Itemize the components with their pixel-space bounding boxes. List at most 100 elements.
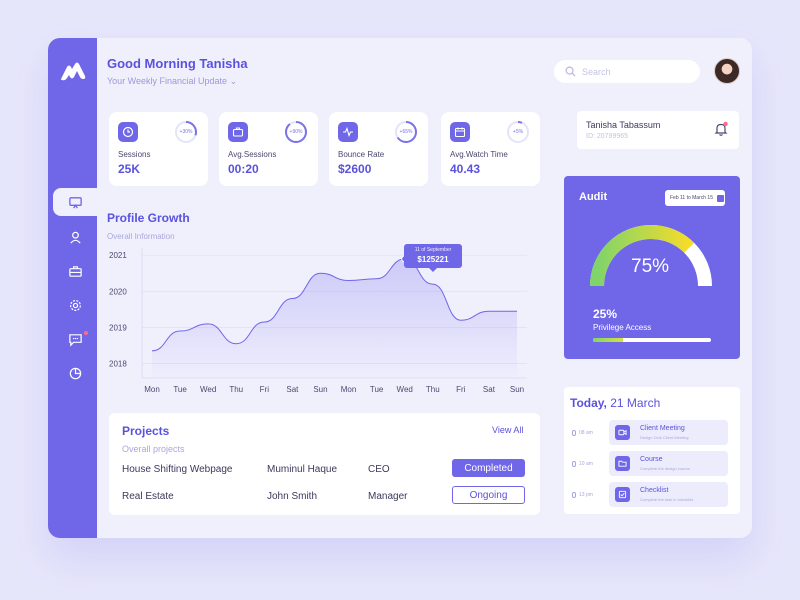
dashboard-window: Good Morning Tanisha Your Weekly Financi… [48, 38, 752, 538]
status-badge-ongoing[interactable]: Ongoing [452, 486, 525, 504]
stat-value: 00:20 [228, 162, 259, 176]
stat-label: Bounce Rate [338, 150, 385, 159]
sidebar-item-profile[interactable] [53, 223, 97, 251]
privilege-progress-bar [593, 338, 711, 342]
x-tick-label: Sat [483, 385, 496, 394]
project-name[interactable]: House Shifting Webpage [122, 464, 233, 475]
profile-growth-title: Profile Growth [107, 211, 190, 225]
calendar-icon [450, 122, 470, 142]
stat-card-bounce-rate[interactable]: +65% Bounce Rate $2600 [329, 112, 428, 186]
project-person: Muminul Haque [267, 464, 338, 475]
audit-gauge [590, 225, 712, 287]
stat-value: 25K [118, 162, 141, 176]
privilege-value: 25% [593, 307, 618, 321]
status-badge-completed[interactable]: Completed [452, 459, 525, 477]
y-tick-label: 2019 [109, 323, 127, 332]
user-id: ID: 20789965 [586, 133, 629, 140]
event-time: 13 pm [572, 492, 593, 498]
tooltip-value: $125221 [417, 255, 449, 264]
checklist-icon [615, 487, 630, 502]
sidebar-item-briefcase[interactable] [53, 257, 97, 285]
chart-series-line [151, 258, 517, 352]
stat-label: Sessions [118, 150, 151, 159]
projects-card: Projects Overall projects View All House… [109, 413, 540, 515]
sidebar-item-settings[interactable] [53, 291, 97, 319]
chart-tooltip: 11 of September $125221 [404, 244, 462, 272]
weekly-update-dropdown[interactable]: Your Weekly Financial Update ⌄ [107, 76, 238, 86]
x-tick-label: Mon [341, 385, 357, 394]
privilege-label: Privilege Access [593, 323, 652, 332]
event-item[interactable]: Client Meeting Design Club Client Meetin… [609, 420, 728, 445]
stat-card-sessions[interactable]: +30% Sessions 25K [109, 112, 208, 186]
gauge-value: 75% [631, 256, 670, 277]
project-role: Manager [368, 491, 408, 502]
stat-value: $2600 [338, 162, 372, 176]
x-tick-label: Sun [510, 385, 524, 394]
pie-chart-icon [69, 367, 81, 379]
bell-icon[interactable] [713, 121, 729, 137]
sidebar-item-reports[interactable] [53, 359, 97, 387]
search-bar[interactable]: Search [554, 60, 700, 83]
audit-card: Audit Feb 11 to March 15 75% 25% Privile… [564, 176, 740, 359]
briefcase-icon [68, 265, 82, 277]
date-range-label: Feb 11 to March 15 [670, 195, 713, 201]
x-tick-label: Fri [456, 385, 466, 394]
event-subtitle: Complete the task in checklist [640, 497, 693, 502]
progress-ring: +90% [284, 120, 308, 144]
video-icon [615, 425, 630, 440]
x-tick-label: Tue [370, 385, 384, 394]
stat-change: +5% [512, 129, 524, 135]
stat-change: +30% [179, 129, 193, 135]
pulse-icon [338, 122, 358, 142]
chart-area-fill [152, 258, 517, 378]
projects-title: Projects [122, 424, 170, 438]
progress-ring: +65% [394, 120, 418, 144]
event-item[interactable]: Checklist Complete the task in checklist [609, 482, 728, 507]
search-input[interactable]: Search [582, 66, 611, 77]
clock-icon [118, 122, 138, 142]
profile-growth-subtitle: Overall Information [107, 232, 175, 241]
y-tick-label: 2020 [109, 287, 127, 296]
user-card[interactable]: Tanisha Tabassum ID: 20789965 [577, 111, 739, 149]
event-time: 10 am [572, 461, 593, 467]
audit-title: Audit [579, 191, 608, 203]
search-icon [565, 66, 576, 77]
y-tick-label: 2021 [109, 251, 127, 260]
user-icon [69, 231, 81, 244]
event-subtitle: Complete the design course [640, 466, 690, 471]
logo-icon[interactable] [58, 60, 88, 82]
avatar[interactable] [714, 58, 740, 84]
chat-icon [68, 333, 82, 347]
x-tick-label: Thu [229, 385, 243, 394]
user-name: Tanisha Tabassum [586, 120, 661, 130]
sidebar [48, 38, 97, 538]
event-title: Course [640, 456, 663, 463]
projects-subtitle: Overall projects [122, 444, 185, 454]
notification-dot [84, 331, 88, 335]
event-item[interactable]: Course Complete the design course [609, 451, 728, 476]
date-range-picker[interactable]: Feb 11 to March 15 [665, 190, 725, 206]
view-all-link[interactable]: View All [492, 425, 524, 435]
event-subtitle: Design Club Client Meeting [640, 435, 689, 440]
stat-card-avg-watch-time[interactable]: +5% Avg.Watch Time 40.43 [441, 112, 540, 186]
stat-card-avg-sessions[interactable]: +90% Avg.Sessions 00:20 [219, 112, 318, 186]
sidebar-item-messages[interactable] [53, 325, 97, 353]
briefcase-icon [228, 122, 248, 142]
today-schedule-card: Today, 21 March 08 am Client Meeting Des… [564, 387, 740, 514]
stat-change: +65% [399, 129, 413, 135]
stat-value: 40.43 [450, 162, 481, 176]
project-role: CEO [368, 464, 390, 475]
x-tick-label: Wed [200, 385, 216, 394]
folder-icon [615, 456, 630, 471]
profile-growth-chart: 2018 2019 2020 2021 Mon Tue Wed Thu Fri Sat Sun Mon… [109, 248, 527, 394]
x-tick-label: Mon [144, 385, 160, 394]
sidebar-item-dashboard[interactable] [53, 188, 97, 216]
project-name[interactable]: Real Estate [122, 491, 174, 502]
progress-ring: +30% [174, 120, 198, 144]
event-title: Checklist [640, 487, 669, 494]
tooltip-date: 11 of September [414, 247, 452, 253]
stat-label: Avg.Sessions [228, 150, 277, 159]
y-tick-label: 2018 [109, 360, 127, 369]
monitor-icon [68, 196, 82, 208]
x-tick-label: Sat [286, 385, 299, 394]
